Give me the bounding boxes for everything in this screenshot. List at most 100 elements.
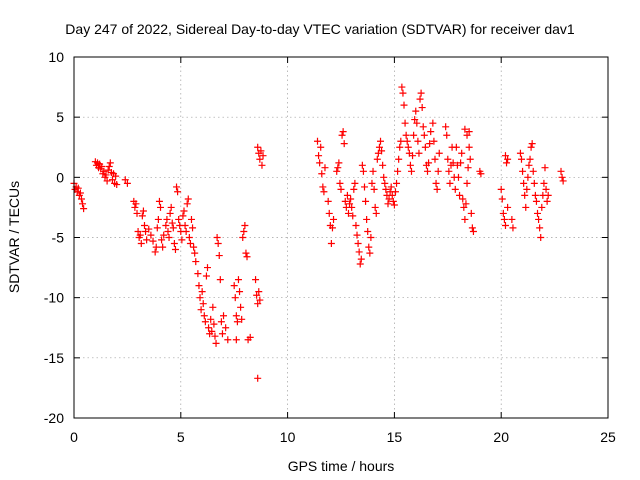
data-point-marker (449, 159, 457, 167)
data-point-marker (522, 203, 530, 211)
data-point-marker (194, 270, 202, 278)
data-point-marker (415, 149, 423, 157)
data-point-marker (316, 159, 324, 167)
data-point-marker (360, 183, 368, 191)
data-point-marker (371, 203, 379, 211)
data-point-marker (534, 209, 542, 217)
data-point-marker (233, 318, 241, 326)
data-point-marker (499, 209, 507, 217)
data-point-marker (433, 185, 441, 193)
data-point-marker (98, 163, 106, 171)
data-point-marker (365, 243, 373, 251)
data-point-marker (163, 215, 171, 223)
data-point-marker (131, 203, 139, 211)
data-point-marker (373, 155, 381, 163)
data-point-marker (185, 234, 193, 241)
data-point-marker (362, 197, 370, 205)
data-point-marker (182, 227, 190, 235)
data-point-marker (367, 234, 375, 241)
data-point-marker (531, 191, 539, 199)
data-point-marker (387, 183, 395, 191)
data-point-marker (442, 123, 450, 131)
data-point-marker (238, 315, 246, 323)
data-point-marker (443, 131, 451, 139)
data-point-marker (192, 258, 200, 266)
data-point-marker (199, 300, 207, 308)
data-point-marker (256, 296, 264, 304)
data-point-marker (189, 224, 197, 232)
x-tick-label: 25 (600, 429, 616, 445)
data-point-marker (231, 294, 239, 302)
data-point-marker (406, 161, 414, 169)
data-point-marker (335, 159, 343, 167)
data-point-marker (215, 252, 223, 260)
data-point-marker (528, 140, 536, 148)
data-point-marker (170, 240, 178, 248)
grid-lines (74, 57, 608, 418)
x-tick-label: 10 (280, 429, 296, 445)
y-tick-label: 5 (56, 109, 64, 125)
data-point-marker (198, 288, 206, 296)
data-point-marker (242, 249, 250, 257)
data-point-marker (187, 215, 195, 223)
data-point-marker (253, 291, 261, 299)
data-point-marker (147, 231, 155, 239)
data-point-marker (317, 143, 325, 151)
data-point-marker (463, 131, 471, 139)
data-point-marker (529, 167, 537, 175)
data-point-marker (168, 219, 176, 227)
data-point-marker (138, 212, 146, 220)
data-point-marker (516, 149, 524, 157)
data-point-marker (463, 179, 471, 187)
data-point-marker (375, 143, 383, 151)
data-point-marker (397, 137, 405, 145)
data-point-marker (165, 234, 173, 241)
data-point-marker (384, 200, 392, 208)
data-point-marker (381, 179, 389, 187)
x-tick-label: 5 (177, 429, 185, 445)
data-point-marker (390, 201, 398, 209)
y-axis-label: SDTVAR / TECUs (6, 181, 22, 293)
data-point-marker (404, 143, 412, 151)
data-point-marker (359, 167, 367, 175)
data-point-marker (541, 164, 549, 172)
data-point-marker (377, 137, 385, 145)
data-point-marker (341, 197, 349, 205)
data-point-marker (380, 173, 388, 181)
data-point-marker (196, 294, 204, 302)
data-point-marker (184, 195, 192, 203)
data-point-marker (369, 167, 377, 175)
data-point-marker (204, 264, 211, 272)
data-point-marker (389, 197, 397, 205)
data-point-marker (344, 209, 352, 217)
data-point-marker (372, 209, 380, 217)
data-point-marker (152, 243, 160, 251)
data-point-marker (240, 227, 248, 235)
data-point-marker (340, 140, 348, 148)
data-point-marker (153, 224, 161, 232)
data-point-marker (435, 149, 443, 157)
data-point-marker (157, 203, 165, 211)
data-point-marker (500, 215, 508, 223)
data-point-marker (333, 167, 341, 175)
data-point-marker (357, 255, 365, 263)
data-point-marker (102, 171, 110, 179)
data-point-marker (544, 191, 552, 199)
data-point-marker (210, 320, 218, 328)
data-point-marker (254, 143, 262, 151)
data-point-marker (393, 179, 401, 187)
data-point-marker (346, 200, 354, 208)
data-point-marker (407, 167, 415, 175)
data-point-marker (174, 188, 182, 196)
data-point-marker (520, 179, 528, 187)
x-tick-label: 0 (70, 429, 78, 445)
data-point-marker (457, 159, 465, 167)
data-point-marker (167, 203, 175, 211)
y-tick-label: -15 (44, 350, 64, 366)
data-point-marker (363, 215, 371, 223)
data-point-marker (209, 303, 217, 311)
data-point-marker (160, 231, 168, 239)
data-point-marker (366, 249, 374, 257)
data-point-marker (354, 240, 362, 248)
data-point-marker (414, 137, 422, 145)
